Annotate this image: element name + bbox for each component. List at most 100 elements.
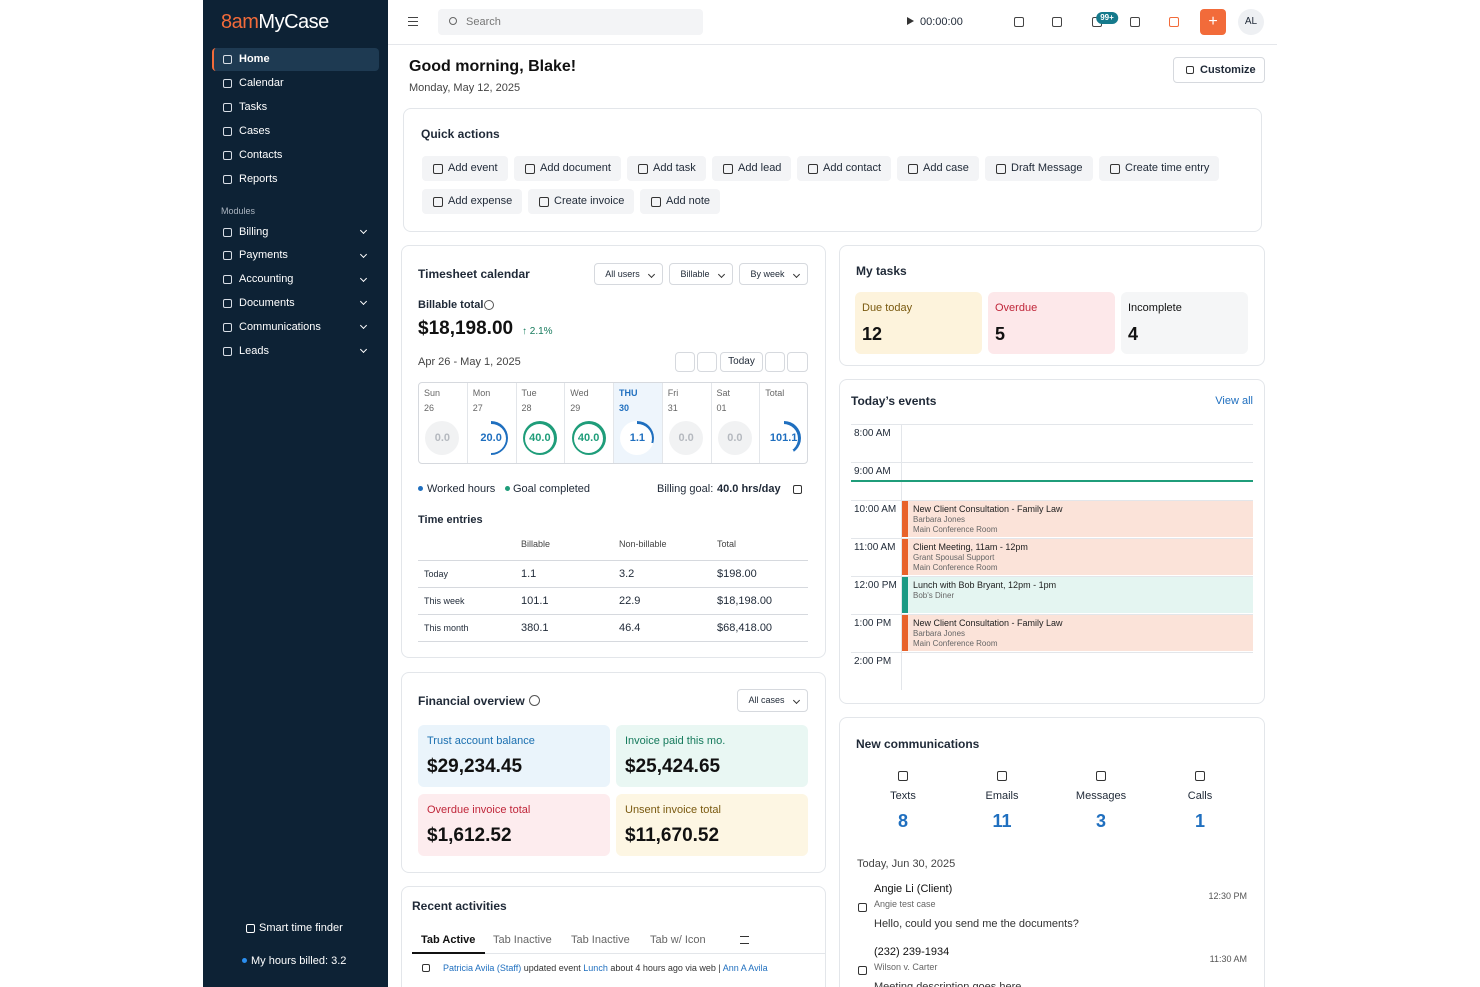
day-grid (418, 382, 808, 464)
tab-rule (412, 953, 826, 954)
nav-item[interactable]: Contacts (239, 148, 283, 161)
message-icon (857, 965, 867, 975)
column-header: Billable (521, 538, 551, 549)
finance-label: Invoice paid this mo. (625, 734, 726, 747)
tab-icon (740, 936, 749, 944)
event-time: 11:00 AM (854, 542, 896, 553)
filter[interactable]: All users (594, 263, 663, 285)
event-block[interactable] (902, 501, 1253, 537)
day-date: 29 (570, 402, 581, 413)
day-hours: 0.0 (727, 431, 743, 444)
tab[interactable]: Tab Active (421, 933, 476, 946)
module-item[interactable]: Payments (239, 249, 288, 262)
tab[interactable]: Tab w/ Icon (650, 933, 706, 946)
filter[interactable]: Billable (669, 263, 733, 285)
channel-count: 3 (1095, 811, 1107, 831)
event-time: 1:00 PM (854, 618, 892, 629)
nav-button[interactable] (765, 352, 785, 372)
activity-object[interactable]: Lunch (583, 963, 608, 973)
message-name[interactable]: Angie Li (Client) (874, 882, 953, 895)
day-label: THU (619, 387, 638, 398)
nav-button[interactable] (675, 352, 695, 372)
today-button[interactable]: Today (720, 352, 763, 372)
quick-action-button[interactable]: Add lead (712, 156, 792, 181)
nav-button[interactable] (787, 352, 808, 372)
day-label: Sat (716, 387, 731, 398)
event-block[interactable] (902, 577, 1253, 613)
tab[interactable]: Tab Inactive (493, 933, 552, 946)
event-title: Lunch with Bob Bryant, 12pm - 1pm (913, 579, 1057, 590)
channel-label[interactable]: Emails (985, 789, 1019, 802)
play (907, 17, 914, 25)
logo-text: MyCase (258, 11, 329, 33)
communications-date: Today, Jun 30, 2025 (857, 857, 956, 870)
nav-button[interactable] (697, 352, 717, 372)
event-block[interactable] (902, 539, 1253, 575)
nav-item[interactable]: Home (239, 52, 270, 65)
view-all[interactable]: View all (1215, 394, 1253, 407)
finance-label: Unsent invoice total (625, 803, 721, 816)
billable-label: Billable total (418, 298, 484, 311)
day-divider (613, 383, 614, 463)
event-detail: Main Conference Room (913, 525, 998, 534)
module-item[interactable]: Accounting (239, 273, 294, 286)
event-detail: Main Conference Room (913, 639, 998, 648)
finance-tile (418, 794, 610, 856)
hamburger (408, 25, 418, 27)
timesheet-title: Timesheet calendar (418, 267, 530, 281)
column-header: Total (717, 538, 737, 549)
module-item[interactable]: Documents (239, 296, 295, 309)
nav-item[interactable]: Cases (239, 124, 271, 137)
quick-action-button[interactable]: Add note (640, 189, 721, 214)
activity-user[interactable]: Ann A Avila (722, 963, 768, 973)
nav-item[interactable]: Tasks (239, 100, 268, 113)
icon (222, 251, 232, 261)
message-time: 12:30 PM (1208, 890, 1247, 901)
timer[interactable]: 00:00:00 (920, 15, 963, 28)
channel-label[interactable]: Messages (1075, 789, 1127, 802)
legend-dot (505, 486, 510, 491)
smart-time-finder[interactable]: Smart time finder (259, 921, 343, 934)
quick-action-button[interactable]: Add case (897, 156, 979, 181)
quick-action-button[interactable]: Add document (514, 156, 621, 181)
icon (222, 102, 232, 112)
day-hours: 1.1 (629, 431, 646, 444)
quick-action-button[interactable]: Add expense (422, 189, 523, 214)
filter[interactable]: All cases (737, 689, 808, 712)
quick-action-button[interactable]: Add contact (797, 156, 892, 181)
nav-item[interactable]: Reports (239, 172, 278, 185)
add-button[interactable]: + (1200, 9, 1226, 35)
communications-card (839, 717, 1265, 987)
hour-rule (851, 500, 1253, 501)
tab[interactable]: Tab Inactive (571, 933, 630, 946)
filter[interactable]: By week (739, 263, 808, 285)
quick-action-button[interactable]: Create invoice (528, 189, 635, 214)
day-label: Total (765, 387, 785, 398)
day-ring-inner (622, 423, 652, 453)
quick-action-button[interactable]: Add event (422, 156, 508, 181)
quick-action-button[interactable]: Create time entry (1099, 156, 1220, 181)
channel-label[interactable]: Calls (1187, 789, 1213, 802)
event-block[interactable] (902, 615, 1253, 651)
icon (222, 322, 232, 332)
quick-action-button[interactable]: Add task (627, 156, 706, 181)
events-grid (851, 424, 1253, 690)
task-tile (988, 292, 1115, 354)
activity-actor[interactable]: Patricia Avila (Staff) (443, 963, 522, 973)
channel-label[interactable]: Texts (890, 789, 916, 802)
module-item[interactable]: Billing (239, 225, 269, 238)
avatar[interactable]: AL (1238, 9, 1264, 35)
day-ring-inner (769, 423, 799, 453)
module-item[interactable]: Communications (239, 320, 321, 333)
message-name[interactable]: (232) 239-1934 (874, 945, 950, 958)
finance-amount: $1,612.52 (427, 824, 512, 846)
quick-action-button[interactable]: Draft Message (985, 156, 1093, 181)
icon (422, 964, 430, 972)
events-title: Today’s events (851, 394, 937, 408)
event-title: Client Meeting, 11am - 12pm (913, 541, 1028, 552)
search-box[interactable] (438, 9, 703, 35)
nav-item[interactable]: Calendar (239, 76, 284, 89)
module-item[interactable]: Leads (239, 344, 269, 357)
day-date: 28 (521, 402, 532, 413)
customize-button[interactable] (1173, 57, 1265, 83)
